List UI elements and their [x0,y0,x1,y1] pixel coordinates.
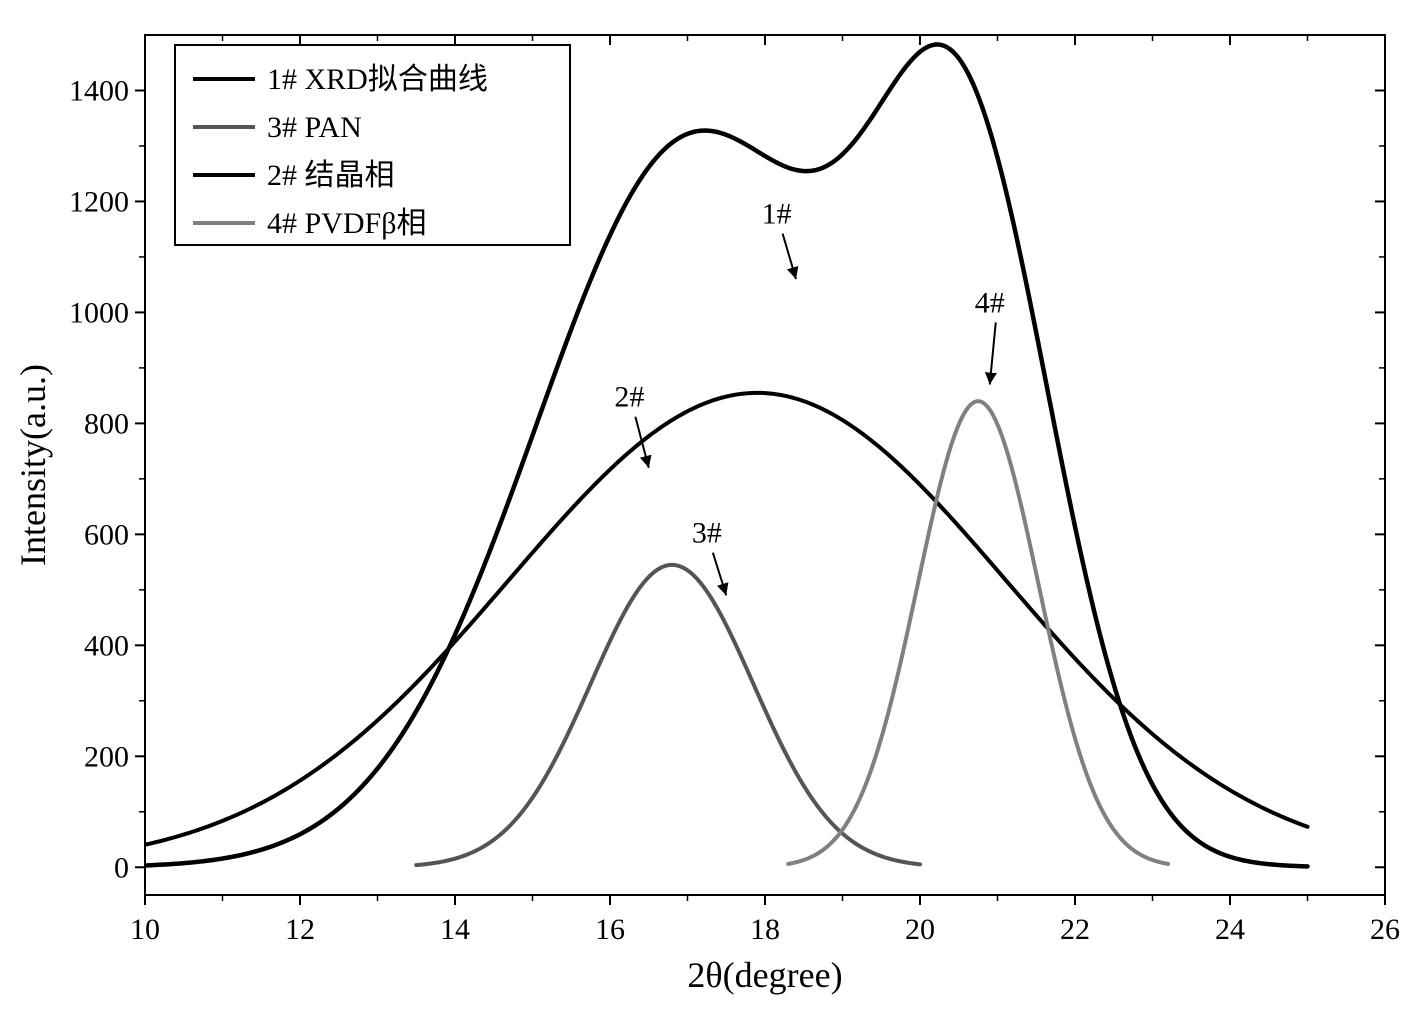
x-tick-label: 10 [130,913,160,946]
x-axis-label: 2θ(degree) [687,955,842,995]
legend-label: 4# PVDFβ相 [267,207,426,240]
x-tick-label: 18 [750,913,780,946]
xrd-chart: 10 12 14 16 18 20 22 24 26 0 200 400 600 800 1000 1200 1… [0,0,1419,1014]
annotation-label: 3# [692,517,722,550]
y-tick-label: 0 [114,851,129,884]
y-tick-label: 1400 [69,74,129,107]
legend-label: 1# XRD拟合曲线 [267,63,488,96]
y-tick-label: 1000 [69,296,129,329]
x-tick-label: 16 [595,913,625,946]
y-axis-label: Intensity(a.u.) [13,364,53,566]
y-tick-label: 400 [84,629,129,662]
chart-container: 10 12 14 16 18 20 22 24 26 0 200 400 600 800 1000 1200 1… [0,0,1419,1014]
y-tick-label: 600 [84,518,129,551]
x-tick-label: 24 [1215,913,1245,946]
x-tick-label: 20 [905,913,935,946]
y-tick-label: 1200 [69,185,129,218]
annotation-label: 4# [975,286,1005,319]
annotation-label: 1# [762,198,792,231]
y-tick-label: 200 [84,740,129,773]
legend-label: 3# PAN [267,111,362,144]
legend-label: 2# 结晶相 [267,159,395,192]
x-tick-label: 14 [440,913,470,946]
y-tick-label: 800 [84,407,129,440]
x-tick-label: 12 [285,913,315,946]
x-tick-label: 22 [1060,913,1090,946]
annotation-label: 2# [614,381,644,414]
x-tick-label: 26 [1370,913,1400,946]
